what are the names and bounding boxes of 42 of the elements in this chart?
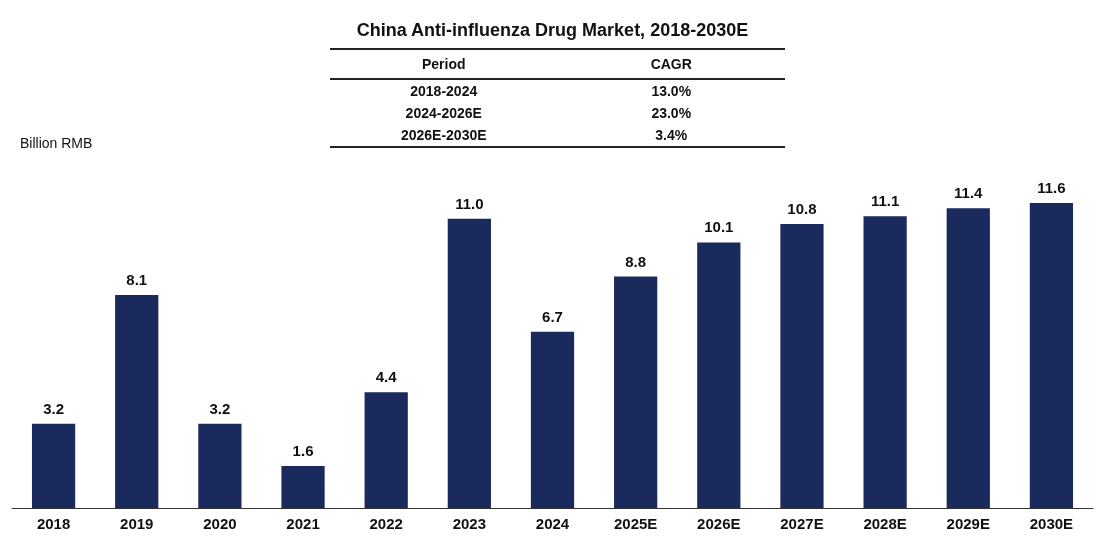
data-label: 3.2 <box>43 399 65 417</box>
x-tick-label: 2018 <box>36 515 71 532</box>
data-label: 11.4 <box>954 184 984 202</box>
x-tick-label: 2025E <box>613 515 658 532</box>
x-tick-label: 2024 <box>535 515 570 532</box>
bar <box>198 423 242 508</box>
data-label: 1.6 <box>292 441 314 459</box>
x-tick-label: 2026E <box>697 515 741 532</box>
x-tick-label: 2021 <box>286 515 320 532</box>
data-label: 11.0 <box>455 194 484 212</box>
x-tick-label: 2023 <box>452 515 487 532</box>
bar <box>447 218 491 508</box>
x-tick-label: 2028E <box>863 515 907 532</box>
bar <box>780 224 824 508</box>
x-tick-label: 2027E <box>780 515 824 532</box>
x-tick-label: 2030E <box>1029 515 1074 532</box>
x-tick-label: 2022 <box>369 515 403 532</box>
bar <box>31 423 76 508</box>
data-label: 3.2 <box>209 399 231 417</box>
data-label: 4.4 <box>375 368 398 386</box>
x-tick-label: 2020 <box>203 515 237 532</box>
bar <box>863 216 907 508</box>
bar <box>281 465 325 508</box>
bar <box>530 331 575 508</box>
x-tick-label: 2029E <box>946 515 990 532</box>
data-label: 11.1 <box>870 192 900 210</box>
y-axis-title: Billion RMB <box>20 135 93 151</box>
data-label: 10.1 <box>704 218 734 236</box>
bar <box>1029 203 1074 508</box>
data-label: 8.1 <box>126 271 148 289</box>
data-label: 8.8 <box>625 252 647 270</box>
x-tick-label: 2019 <box>120 515 154 532</box>
bar <box>697 242 741 508</box>
bar <box>946 208 990 508</box>
data-label: 11.6 <box>1037 179 1066 196</box>
bar <box>364 392 408 508</box>
data-label: 6.7 <box>542 307 563 325</box>
bar <box>115 295 159 508</box>
data-label: 10.8 <box>787 200 817 218</box>
bar <box>614 276 658 508</box>
cagr-table: Period CAGR 2018-2024 13.0% 2024-2026E 23.0% 2026E-2030E 3.4% <box>330 48 785 148</box>
chart-title: China Anti-influenza Drug Market, 2018-2030E <box>356 20 749 40</box>
